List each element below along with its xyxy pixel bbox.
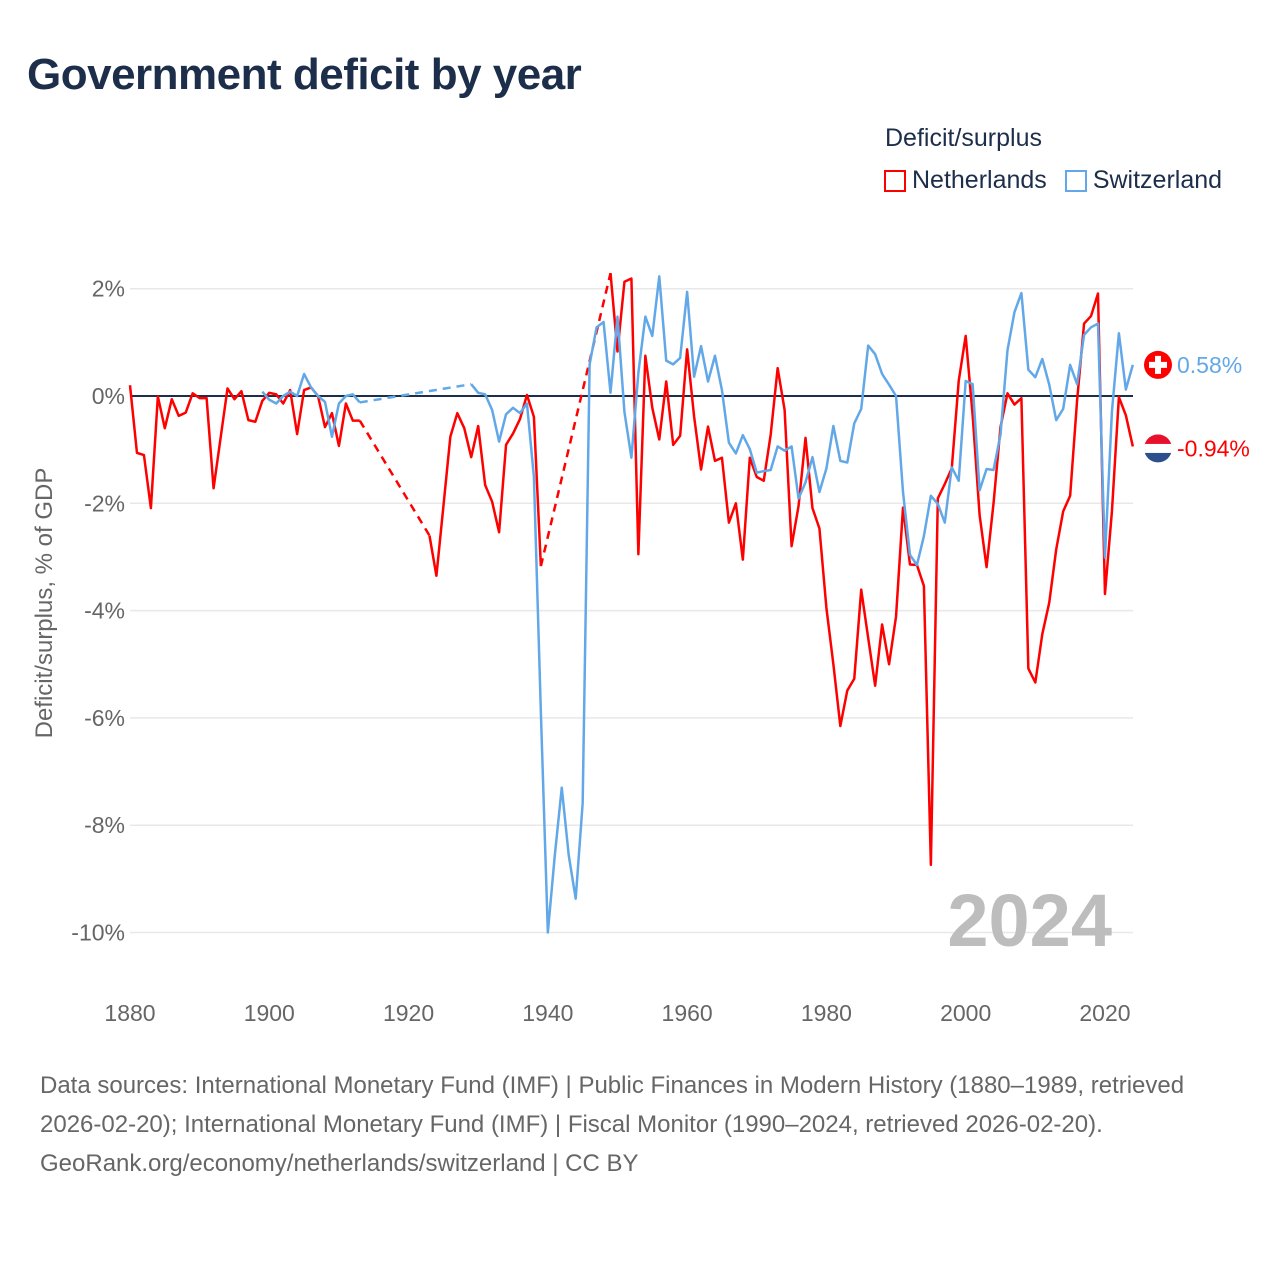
y-tick-label: 2%: [92, 276, 125, 302]
netherlands-gap-line: [358, 420, 431, 537]
legend-swatch-switzerland: [1064, 169, 1087, 192]
switzerland-end-label: 0.58%: [1177, 352, 1242, 378]
x-tick-labels: 1880 1900 1920 1940 1960 1980 2000 2020: [104, 1000, 1130, 1026]
netherlands-line: [609, 273, 1135, 867]
series-lines: [128, 272, 1135, 934]
legend-item-switzerland[interactable]: Switzerland: [1064, 166, 1223, 195]
switzerland-line: [470, 275, 1135, 934]
x-tick-label: 1940: [522, 1000, 573, 1026]
data-sources: Data sources: International Monetary Fun…: [40, 1072, 1185, 1138]
netherlands-gap-line: [539, 272, 612, 567]
y-tick-label: 0%: [92, 383, 125, 409]
y-tick-label: -6%: [84, 705, 125, 731]
y-tick-label: -4%: [84, 598, 125, 624]
switzerland-gap-line: [359, 382, 472, 404]
legend-item-netherlands[interactable]: Netherlands: [884, 166, 1047, 195]
end-labels: 0.58% -0.94%: [1144, 350, 1250, 463]
x-tick-label: 1980: [801, 1000, 852, 1026]
page-title: Government deficit by year: [27, 50, 582, 99]
switzerland-line: [261, 372, 361, 439]
line-chart: 2% 0% -2% -4% -6% -8% -10% 1880 1900 1920 1940 196…: [31, 272, 1250, 1026]
gridlines: [130, 287, 1133, 934]
netherlands-flag-icon: [1144, 434, 1172, 463]
netherlands-line: [428, 393, 543, 577]
credit-link[interactable]: GeoRank.org/economy/netherlands/switzerl…: [40, 1150, 639, 1177]
legend-swatch-netherlands: [884, 169, 906, 192]
legend-label: Switzerland: [1092, 166, 1223, 194]
x-tick-label: 1920: [383, 1000, 434, 1026]
x-tick-label: 2020: [1079, 1000, 1130, 1026]
y-tick-label: -8%: [84, 812, 125, 838]
x-tick-label: 1960: [662, 1000, 713, 1026]
y-tick-label: -2%: [84, 490, 125, 516]
switzerland-flag-icon: [1144, 350, 1172, 379]
x-tick-label: 2000: [940, 1000, 991, 1026]
x-tick-label: 1880: [104, 1000, 155, 1026]
y-tick-label: -10%: [71, 920, 125, 946]
legend-title: Deficit/surplus: [885, 124, 1042, 152]
x-tick-label: 1900: [244, 1000, 295, 1026]
netherlands-end-label: -0.94%: [1177, 435, 1250, 461]
netherlands-line: [128, 385, 360, 510]
footer: Data sources: International Monetary Fun…: [40, 1066, 1240, 1183]
y-tick-labels: 2% 0% -2% -4% -6% -8% -10%: [71, 276, 125, 946]
legend: Netherlands Switzerland: [884, 166, 1222, 195]
y-axis-title: Deficit/surplus, % of GDP: [31, 468, 58, 739]
year-label: 2024: [947, 879, 1112, 962]
legend-label: Netherlands: [912, 166, 1047, 194]
